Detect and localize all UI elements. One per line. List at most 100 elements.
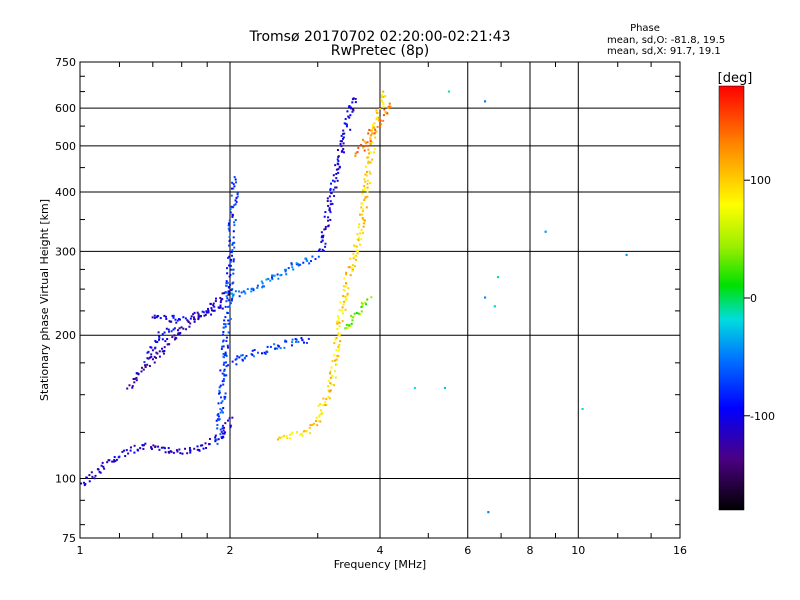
data-point [163,447,166,450]
data-point [366,182,369,185]
data-point [261,285,264,288]
data-point [263,351,266,354]
data-point [220,409,223,412]
data-point [233,176,236,179]
data-point [196,448,199,451]
data-point [221,307,224,310]
data-point [362,189,365,192]
data-point [91,475,94,478]
data-point [220,347,223,350]
data-point [232,272,235,275]
data-point [297,340,300,343]
data-point [361,138,364,141]
data-point [224,305,227,308]
data-point [156,352,159,355]
data-point [355,254,358,257]
data-point [213,309,216,312]
data-point [354,101,357,104]
data-point [373,126,376,129]
data-point [337,354,340,357]
data-point [363,189,366,192]
data-point [176,333,179,336]
data-point [188,446,191,449]
data-point [234,290,237,293]
data-point [201,444,204,447]
data-point [349,257,352,260]
data-point [223,373,226,376]
data-point [230,268,233,271]
data-point [155,356,158,359]
y-tick-label: 600 [55,102,76,115]
data-point [290,344,293,347]
data-point [150,355,153,358]
data-point [108,459,111,462]
data-point [129,446,132,449]
data-point [184,317,187,320]
data-point [384,111,387,114]
data-point [345,323,348,326]
data-point [300,337,303,340]
data-point [251,287,254,290]
x-tick-label: 2 [227,544,234,557]
data-point [324,211,327,214]
data-point [157,445,160,448]
data-point [329,389,332,392]
data-point [94,474,97,477]
data-point [290,432,293,435]
data-point [333,359,336,362]
data-point [382,114,385,117]
data-point [382,90,385,93]
data-point [212,302,215,305]
data-point [150,346,153,349]
data-point [329,188,332,191]
data-point [368,161,371,164]
data-point [153,314,156,317]
data-point [345,273,348,276]
data-point [369,139,372,142]
data-point [360,238,363,241]
data-point [231,215,234,218]
data-point [228,275,231,278]
data-point [373,122,376,125]
data-point [227,224,230,227]
data-point [342,288,345,291]
data-point [256,284,259,287]
data-point [172,451,175,454]
data-point [232,183,235,186]
data-points [80,90,628,514]
data-point [295,431,298,434]
data-point [327,395,330,398]
data-point [146,351,149,354]
data-point [382,95,385,98]
data-point [337,163,340,166]
colorbar-tick-label: 100 [750,174,771,187]
data-point [228,305,231,308]
data-point [328,209,331,212]
data-point [372,132,375,135]
data-point [214,434,217,437]
data-point [219,433,222,436]
data-point [256,351,259,354]
data-point [225,300,228,303]
data-point [180,326,183,329]
data-point [363,187,366,190]
data-point [227,293,230,296]
data-point [244,292,247,295]
data-point [346,327,349,330]
data-point [135,376,138,379]
data-point [336,179,339,182]
data-point [357,146,360,149]
data-point [150,448,153,451]
data-point [356,249,359,252]
data-point [347,287,350,290]
data-point [343,122,346,125]
data-point [245,354,248,357]
chart-title: Tromsø 20170702 02:20:00-02:21:43 [249,29,511,45]
data-point [166,338,169,341]
data-point [384,95,387,98]
data-point [360,302,363,305]
x-axis-ticks: 1 2 4 6 8 10 16 [77,62,687,557]
data-point [369,161,372,164]
data-point [158,336,161,339]
data-point [324,242,327,245]
